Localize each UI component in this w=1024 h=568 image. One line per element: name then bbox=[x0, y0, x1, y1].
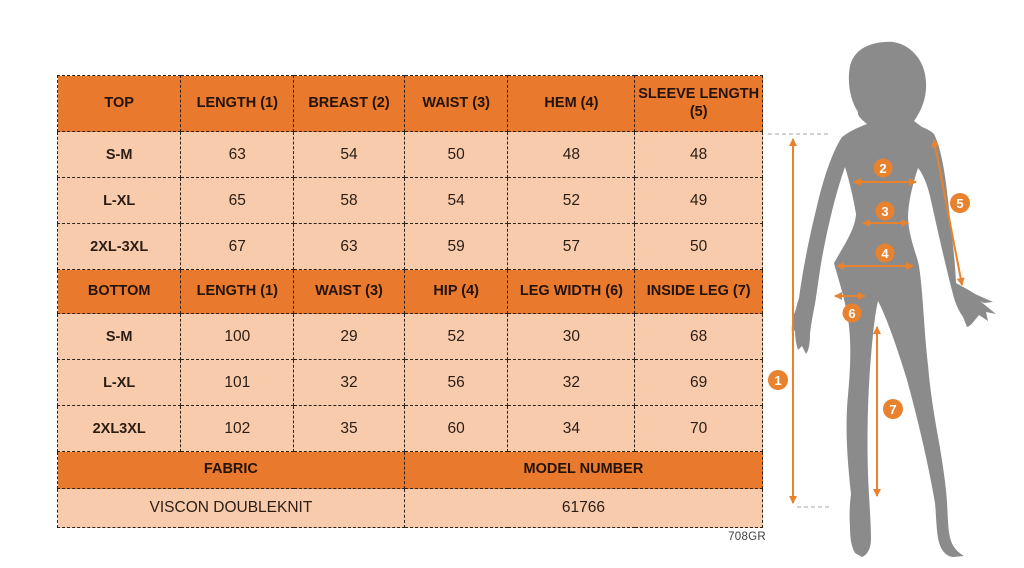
size-chart-table: TOP LENGTH (1) BREAST (2) WAIST (3) HEM … bbox=[56, 75, 764, 528]
svg-text:1: 1 bbox=[774, 373, 781, 388]
table-cell: 63 bbox=[180, 131, 295, 178]
svg-text:4: 4 bbox=[881, 246, 889, 261]
svg-text:6: 6 bbox=[848, 306, 855, 321]
table-cell: 34 bbox=[507, 405, 636, 452]
badge-7: 7 bbox=[883, 399, 903, 419]
badge-1: 1 bbox=[768, 370, 788, 390]
table-cell: 52 bbox=[507, 177, 636, 224]
table-cell: 32 bbox=[507, 359, 636, 406]
model-number-value: 61766 bbox=[403, 488, 764, 528]
badge-2: 2 bbox=[873, 158, 893, 178]
table-cell: 101 bbox=[180, 359, 295, 406]
column-header: BREAST (2) bbox=[293, 75, 405, 132]
column-header: LENGTH (1) bbox=[180, 75, 295, 132]
table-cell: 49 bbox=[634, 177, 763, 224]
column-header: HEM (4) bbox=[507, 75, 636, 132]
table-cell: 50 bbox=[403, 131, 509, 178]
table-cell: 102 bbox=[180, 405, 295, 452]
column-header: INSIDE LEG (7) bbox=[634, 269, 763, 314]
table-cell: 68 bbox=[634, 313, 763, 360]
table-cell: 60 bbox=[403, 405, 509, 452]
table-cell: 50 bbox=[634, 223, 763, 270]
column-header: BOTTOM bbox=[56, 269, 182, 314]
table-cell: 58 bbox=[293, 177, 405, 224]
table-cell: 100 bbox=[180, 313, 295, 360]
measurement-figure: 1 2 3 4 5 6 7 bbox=[768, 41, 996, 557]
column-header: LEG WIDTH (6) bbox=[507, 269, 636, 314]
table-row: S-M 63 54 50 48 48 bbox=[56, 131, 763, 178]
bottom-header-row: BOTTOM LENGTH (1) WAIST (3) HIP (4) LEG … bbox=[56, 269, 763, 314]
size-label: 2XL-3XL bbox=[56, 223, 182, 270]
table-cell: 70 bbox=[634, 405, 763, 452]
badge-3: 3 bbox=[875, 201, 895, 221]
table-cell: 29 bbox=[293, 313, 405, 360]
table-row: 2XL3XL 102 35 60 34 70 bbox=[56, 405, 763, 452]
table-cell: 57 bbox=[507, 223, 636, 270]
table-cell: 59 bbox=[403, 223, 509, 270]
style-code-label: 708GR bbox=[728, 531, 766, 543]
size-label: L-XL bbox=[56, 359, 182, 406]
table-cell: 52 bbox=[403, 313, 509, 360]
table-cell: 67 bbox=[180, 223, 295, 270]
table-cell: 56 bbox=[403, 359, 509, 406]
sleeve-length-arrow bbox=[931, 139, 965, 286]
svg-text:5: 5 bbox=[956, 196, 963, 211]
model-number-header: MODEL NUMBER bbox=[403, 451, 764, 489]
table-cell: 48 bbox=[634, 131, 763, 178]
table-cell: 54 bbox=[293, 131, 405, 178]
size-label: S-M bbox=[56, 131, 182, 178]
size-label: S-M bbox=[56, 313, 182, 360]
fabric-header: FABRIC bbox=[57, 451, 405, 489]
column-header: WAIST (3) bbox=[293, 269, 405, 314]
column-header: TOP bbox=[56, 75, 182, 132]
column-header: WAIST (3) bbox=[403, 75, 509, 132]
table-cell: 32 bbox=[293, 359, 405, 406]
fabric-model-header-row: FABRIC MODEL NUMBER bbox=[57, 451, 764, 489]
column-header: LENGTH (1) bbox=[180, 269, 295, 314]
column-header: SLEEVE LENGTH (5) bbox=[634, 75, 763, 132]
table-cell: 30 bbox=[507, 313, 636, 360]
table-cell: 69 bbox=[634, 359, 763, 406]
top-header-row: TOP LENGTH (1) BREAST (2) WAIST (3) HEM … bbox=[56, 75, 763, 132]
size-label: 2XL3XL bbox=[56, 405, 182, 452]
badge-6: 6 bbox=[842, 303, 862, 323]
table-cell: 65 bbox=[180, 177, 295, 224]
svg-text:3: 3 bbox=[881, 204, 888, 219]
badge-5: 5 bbox=[950, 193, 970, 213]
table-row: S-M 100 29 52 30 68 bbox=[56, 313, 763, 360]
svg-text:7: 7 bbox=[889, 402, 896, 417]
table-row: L-XL 65 58 54 52 49 bbox=[56, 177, 763, 224]
column-header: HIP (4) bbox=[403, 269, 509, 314]
fabric-value: VISCON DOUBLEKNIT bbox=[57, 488, 405, 528]
table-cell: 35 bbox=[293, 405, 405, 452]
table-cell: 54 bbox=[403, 177, 509, 224]
table-cell: 48 bbox=[507, 131, 636, 178]
table-row: 2XL-3XL 67 63 59 57 50 bbox=[56, 223, 763, 270]
fabric-model-value-row: VISCON DOUBLEKNIT 61766 bbox=[57, 488, 764, 528]
size-label: L-XL bbox=[56, 177, 182, 224]
table-cell: 63 bbox=[293, 223, 405, 270]
female-silhouette bbox=[791, 41, 996, 557]
svg-text:2: 2 bbox=[879, 161, 886, 176]
table-row: L-XL 101 32 56 32 69 bbox=[56, 359, 763, 406]
badge-4: 4 bbox=[875, 243, 895, 263]
